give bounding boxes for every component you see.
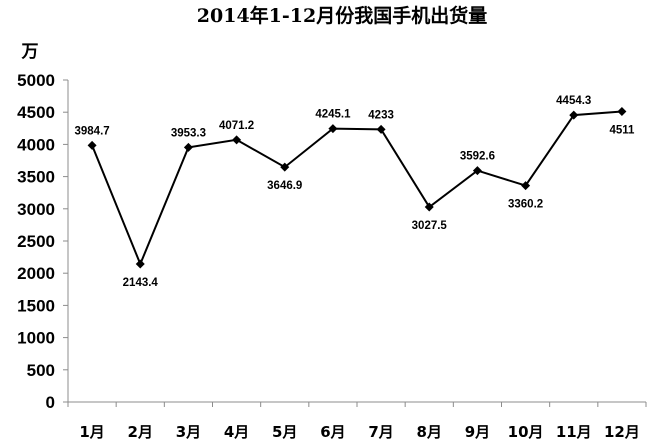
data-point-marker [280, 162, 290, 172]
data-label: 3027.5 [412, 220, 448, 232]
data-label: 3592.6 [460, 151, 495, 163]
y-tick-label: 2500 [17, 232, 55, 251]
data-point-marker [569, 110, 579, 120]
x-tick-label: 3月 [176, 423, 201, 441]
y-tick-label: 3500 [17, 168, 55, 187]
data-label: 4233 [368, 109, 394, 121]
data-series [87, 106, 627, 269]
chart-title: 2014年1-12月份我国手机出货量 [197, 4, 487, 27]
data-label: 3953.3 [171, 127, 206, 139]
y-axis-unit-label: 万 [21, 42, 39, 62]
y-tick-label: 3000 [17, 200, 55, 219]
x-tick-label: 12月 [604, 423, 640, 441]
data-point-marker [87, 140, 97, 150]
data-label: 4511 [609, 124, 635, 136]
y-tick-label: 4500 [17, 103, 55, 122]
x-tick-label: 6月 [320, 423, 345, 441]
tick-labels: 0 500 1000 1500 2000 2500 3000 3500 4000 4500 5000… [17, 71, 640, 441]
data-label: 3646.9 [267, 180, 302, 192]
x-tick-label: 11月 [556, 423, 592, 441]
data-label: 4071.2 [219, 120, 254, 132]
data-point-marker [135, 259, 145, 269]
series-line [91, 110, 622, 267]
x-tick-label: 1月 [79, 423, 104, 441]
data-point-marker [617, 106, 627, 116]
data-point-marker [183, 142, 193, 152]
y-tick-label: 4000 [17, 135, 55, 154]
data-label: 4454.3 [556, 95, 591, 107]
y-tick-label: 0 [46, 393, 55, 412]
data-point-marker [328, 124, 338, 134]
data-label: 3984.7 [74, 125, 109, 137]
y-tick-label: 1500 [17, 296, 55, 315]
y-tick-label: 500 [27, 361, 55, 380]
data-point-marker [376, 124, 386, 134]
y-tick-label: 5000 [17, 71, 55, 90]
x-tick-label: 8月 [417, 423, 442, 441]
data-label: 2143.4 [123, 277, 159, 289]
x-tick-label: 5月 [272, 423, 297, 441]
x-tick-label: 9月 [465, 423, 490, 441]
x-tick-label: 10月 [508, 423, 544, 441]
data-label: 3360.2 [508, 199, 543, 211]
data-point-marker [472, 166, 482, 176]
axes [63, 79, 647, 407]
data-point-marker [424, 202, 434, 212]
y-tick-label: 2000 [17, 264, 55, 283]
data-point-marker [521, 181, 531, 191]
x-tick-label: 2月 [128, 423, 153, 441]
data-label: 4245.1 [315, 109, 351, 121]
x-tick-label: 4月 [224, 423, 249, 441]
data-point-marker [232, 135, 242, 145]
x-tick-label: 7月 [368, 423, 393, 441]
y-tick-label: 1000 [17, 329, 55, 348]
data-labels: 3984.7 2143.4 3953.3 4071.2 3646.9 4245.1 4233… [74, 95, 635, 289]
